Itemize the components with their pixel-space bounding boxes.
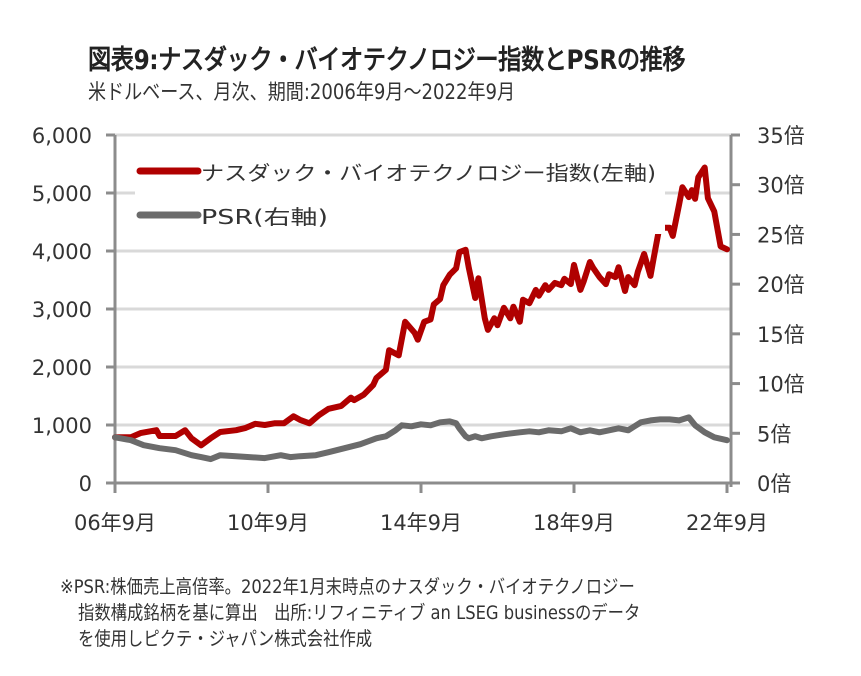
x-axis-tick-label: 18年9月	[533, 511, 615, 535]
footnote-line-1: ※PSR:株価売上高倍率。2022年1月末時点のナスダック・バイオテクノロジー	[60, 576, 635, 598]
x-axis-tick-label: 14年9月	[380, 511, 462, 535]
right-axis-tick-label: 30倍	[757, 174, 805, 198]
x-axis-tick-label: 22年9月	[686, 511, 768, 535]
left-axis-tick-label: 0	[79, 472, 92, 496]
left-axis-tick-label: 5,000	[32, 182, 92, 206]
right-axis-tick-label: 15倍	[757, 323, 805, 347]
left-axis-tick-label: 3,000	[32, 298, 92, 322]
right-axis-tick-label: 10倍	[757, 373, 805, 397]
left-axis-tick-label: 1,000	[32, 414, 92, 438]
left-axis-tick-label: 4,000	[32, 240, 92, 264]
chart-subtitle: 米ドルベース、月次、期間:2006年9月～2022年9月	[88, 80, 516, 104]
axes	[106, 133, 740, 493]
left-axis-tick-label: 2,000	[32, 356, 92, 380]
index-series-line	[112, 164, 730, 449]
chart-title: 図表9:ナスダック・バイオテクノロジー指数とPSRの推移	[88, 45, 686, 76]
series-lines	[112, 164, 730, 463]
footnote-line-3: を使用しピクテ・ジャパン株式会社作成	[78, 628, 373, 650]
right-axis-tick-label: 0倍	[757, 472, 791, 496]
legend-label-index: ナスダック・バイオテクノロジー指数(左軸)	[201, 161, 656, 185]
x-axis-tick-label: 10年9月	[227, 511, 309, 535]
psr-series-line	[112, 414, 730, 463]
right-axis-tick-label: 5倍	[757, 422, 791, 446]
legend-background	[135, 152, 665, 234]
right-axis-tick-label: 25倍	[757, 223, 805, 247]
legend: ナスダック・バイオテクノロジー指数(左軸) PSR(右軸)	[135, 152, 665, 234]
legend-label-psr: PSR(右軸)	[201, 205, 328, 229]
right-axis-tick-label: 35倍	[757, 124, 805, 148]
footnote-line-2: 指数構成銘柄を基に算出 出所:リフィニティブ an LSEG businessの…	[78, 602, 641, 624]
left-axis-tick-label: 6,000	[32, 124, 92, 148]
x-axis-tick-label: 06年9月	[74, 511, 156, 535]
tick-labels: 0 1,000 2,000 3,000 4,000 5,000 6,000 0倍 5倍 10倍 15…	[32, 124, 805, 535]
right-axis-tick-label: 20倍	[757, 273, 805, 297]
